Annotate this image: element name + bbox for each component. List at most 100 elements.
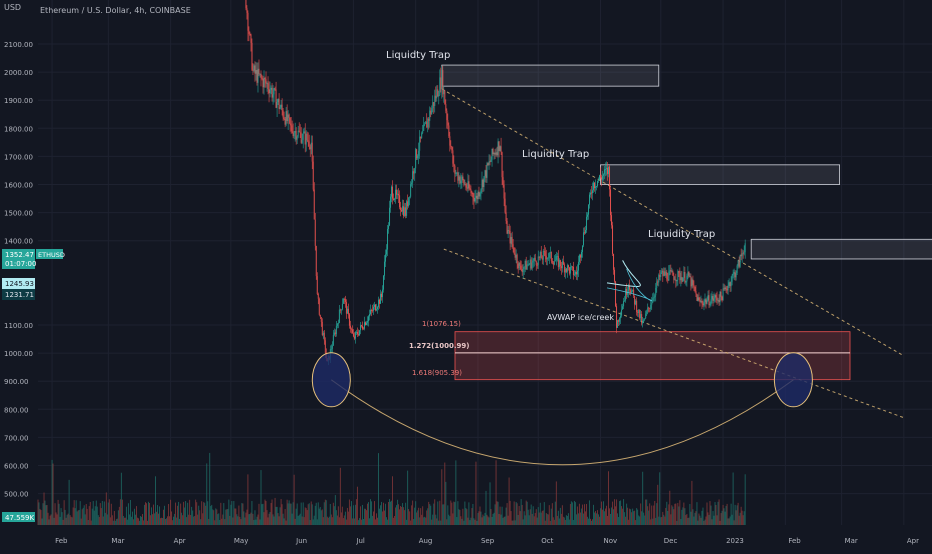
volume-bar — [719, 520, 721, 525]
candle-body — [276, 101, 278, 108]
volume-bar — [654, 500, 656, 525]
volume-bar — [402, 503, 404, 525]
volume-bar — [616, 499, 618, 525]
volume-bar — [454, 502, 456, 525]
volume-bar — [680, 519, 682, 525]
volume-bar — [69, 515, 71, 525]
volume-bar — [655, 517, 657, 525]
candle-body — [523, 266, 525, 270]
volume-bar — [628, 519, 630, 525]
candle-body — [253, 65, 255, 71]
volume-bar — [601, 501, 602, 525]
symbol-title[interactable]: Ethereum / U.S. Dollar, 4h, COINBASE — [40, 6, 191, 15]
volume-bar — [202, 513, 204, 525]
candle-body — [660, 272, 662, 277]
ticker-tag-label: ETHUSD — [38, 251, 65, 259]
candle-body — [482, 179, 484, 188]
volume-bar — [102, 516, 104, 525]
volume-bar — [324, 499, 326, 525]
ticker-tag-bg — [36, 249, 63, 259]
candle-body — [695, 291, 697, 294]
volume-bar — [415, 501, 417, 525]
volume-bar — [192, 510, 194, 525]
volume-bar — [83, 505, 85, 525]
candle-body — [580, 251, 582, 258]
candle-body — [516, 254, 518, 264]
candle-body — [554, 260, 556, 262]
volume-bar — [384, 510, 385, 525]
volume-bar — [81, 509, 83, 525]
volume-bar — [694, 512, 696, 525]
volume-bar — [473, 518, 475, 525]
volume-bar — [554, 501, 556, 525]
volume-bar — [672, 506, 674, 525]
volume-bar — [502, 517, 504, 525]
volume-bar — [540, 512, 542, 525]
price-tick: 1900.00 — [4, 97, 33, 105]
volume-bar — [725, 505, 727, 525]
candle-body — [490, 159, 492, 162]
volume-bar — [744, 474, 746, 525]
volume-bar — [664, 516, 666, 525]
volume-bar — [646, 499, 648, 525]
volume-bar — [373, 511, 374, 525]
volume-bar — [153, 504, 154, 525]
candle-body — [728, 282, 730, 286]
candle-body — [386, 249, 388, 255]
volume-bar — [126, 519, 128, 525]
volume-bar — [662, 511, 664, 525]
volume-bar — [563, 517, 565, 525]
volume-bar — [555, 481, 557, 525]
volume-bar — [426, 510, 428, 525]
fib-label-1: 1(1076.15) — [422, 320, 461, 328]
volume-bar — [246, 509, 248, 525]
volume-bar — [99, 503, 101, 525]
volume-bar — [482, 514, 484, 525]
volume-bar — [131, 511, 133, 525]
volume-bar — [343, 515, 345, 525]
candle-body — [282, 110, 284, 118]
volume-bar — [208, 518, 210, 525]
volume-bar — [129, 499, 131, 525]
volume-bar — [713, 515, 715, 525]
volume-bar — [424, 516, 426, 525]
candle-body — [594, 182, 595, 189]
candle-body — [646, 311, 648, 314]
volume-bar — [196, 502, 198, 525]
candle-body — [635, 300, 637, 305]
volume-bar — [74, 508, 76, 525]
candle-body — [335, 325, 337, 335]
volume-bar — [607, 515, 608, 525]
candle-body — [609, 166, 611, 190]
candle-body — [332, 335, 334, 346]
candle-body — [480, 189, 482, 193]
volume-bar — [142, 520, 144, 525]
candle-body — [734, 272, 736, 278]
candle-body — [533, 257, 535, 261]
volume-bar — [159, 506, 160, 525]
candle-body — [485, 170, 487, 178]
volume-bar — [233, 501, 235, 525]
candle-body — [479, 192, 481, 197]
candle-body — [514, 253, 516, 258]
volume-bar — [598, 514, 599, 525]
volume-bar — [275, 506, 277, 525]
volume-bar — [172, 520, 174, 525]
volume-bar — [699, 515, 701, 525]
candle-body — [474, 197, 476, 202]
candle-body — [531, 262, 533, 269]
volume-bar — [495, 460, 497, 525]
candle-body — [528, 264, 530, 266]
volume-bar — [505, 507, 507, 525]
volume-bar — [116, 518, 118, 525]
volume-bar — [235, 508, 237, 525]
volume-bar — [734, 504, 736, 525]
volume-bar — [291, 513, 293, 525]
candle-body — [720, 291, 722, 297]
volume-bar — [62, 519, 64, 525]
candle-body — [678, 271, 680, 273]
candle-body — [292, 131, 294, 137]
volume-bar — [158, 513, 159, 525]
